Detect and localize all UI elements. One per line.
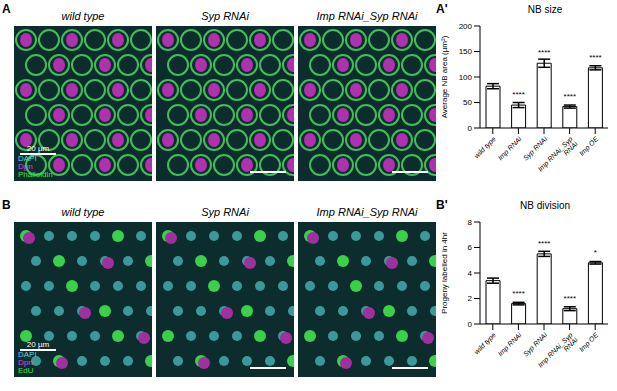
html-text:20 µm: 20 µm — [26, 144, 50, 153]
html-text:A': A' — [436, 2, 448, 16]
svg-text:****: **** — [538, 48, 550, 57]
svg-text:****: **** — [512, 289, 524, 298]
svg-text:100: 100 — [459, 73, 473, 82]
html-text:NB division: NB division — [520, 200, 570, 211]
html-text:NB size: NB size — [527, 4, 563, 15]
html-text:DAPI: DAPI — [18, 350, 37, 359]
html-text:Dpn: Dpn — [18, 358, 33, 367]
svg-text:Syp RNAi: Syp RNAi — [521, 331, 549, 358]
html-text:EdU: EdU — [18, 366, 34, 375]
svg-text:****: **** — [538, 239, 550, 248]
svg-text:****: **** — [564, 294, 576, 303]
svg-text:****: **** — [589, 53, 601, 62]
svg-text:6: 6 — [468, 243, 473, 252]
svg-text:2: 2 — [468, 294, 473, 303]
svg-text:Progeny labelled in 4hr: Progeny labelled in 4hr — [440, 232, 449, 314]
svg-text:wild type: wild type — [473, 331, 498, 356]
html-text:Phalloidin: Phalloidin — [18, 170, 53, 179]
svg-text:*: * — [594, 248, 597, 257]
html-text:Imp RNAi_Syp RNAi: Imp RNAi_Syp RNAi — [316, 10, 418, 22]
svg-text:50: 50 — [463, 98, 472, 107]
html-text:wild type: wild type — [61, 10, 105, 22]
html-text:B': B' — [436, 198, 448, 212]
html-text:Dpn: Dpn — [18, 162, 33, 171]
html-text:Imp RNAi_Syp RNAi: Imp RNAi_Syp RNAi — [316, 206, 418, 218]
html-text:Syp RNAi: Syp RNAi — [201, 10, 249, 22]
html-text:wild type: wild type — [61, 206, 105, 218]
svg-text:200: 200 — [459, 22, 473, 31]
svg-text:Syp RNAi: Syp RNAi — [521, 135, 549, 162]
svg-text:Imp RNAi_SypRNAi: Imp RNAi_SypRNAi — [536, 135, 579, 178]
svg-text:0: 0 — [468, 320, 473, 329]
svg-text:0: 0 — [468, 124, 473, 133]
svg-text:****: **** — [512, 90, 524, 99]
svg-text:Imp RNAi_SypRNAi: Imp RNAi_SypRNAi — [536, 331, 579, 374]
svg-text:Imp RNAi: Imp RNAi — [496, 331, 523, 358]
svg-text:****: **** — [564, 92, 576, 101]
svg-text:4: 4 — [468, 269, 473, 278]
html-text:B: B — [2, 198, 11, 212]
svg-text:wild type: wild type — [473, 135, 498, 160]
html-text:A: A — [2, 2, 11, 16]
svg-text:8: 8 — [468, 218, 473, 227]
html-text:20 µm: 20 µm — [26, 340, 50, 349]
svg-text:Imp OE: Imp OE — [578, 135, 601, 158]
svg-text:Average NB area (µm²): Average NB area (µm²) — [440, 35, 449, 118]
svg-text:150: 150 — [459, 47, 473, 56]
svg-text:Imp OE: Imp OE — [578, 331, 601, 354]
html-text:DAPI: DAPI — [18, 154, 37, 163]
html-text:Syp RNAi: Syp RNAi — [201, 206, 249, 218]
svg-text:Imp RNAi: Imp RNAi — [496, 135, 523, 162]
